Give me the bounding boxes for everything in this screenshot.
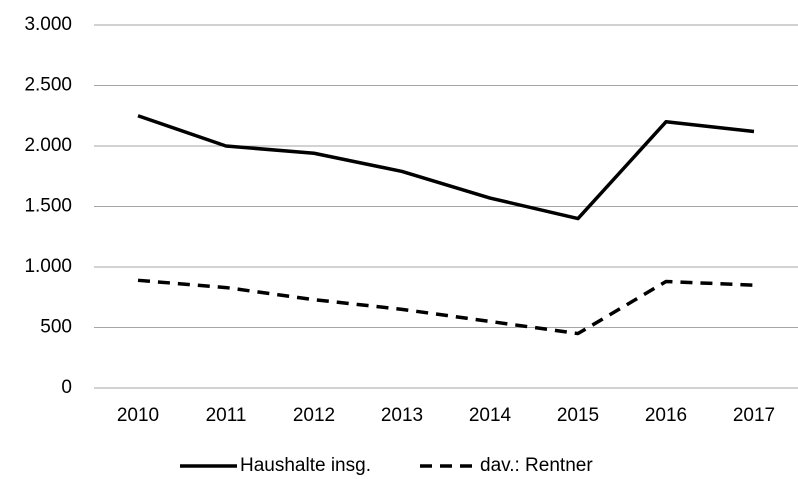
x-tick-label: 2017 bbox=[733, 405, 775, 426]
x-tick-label: 2010 bbox=[117, 405, 159, 426]
y-tick-label: 500 bbox=[40, 317, 72, 338]
x-tick-label: 2012 bbox=[293, 405, 335, 426]
y-tick-label: 1.000 bbox=[24, 256, 72, 277]
x-tick-label: 2013 bbox=[381, 405, 423, 426]
y-tick-label: 3.000 bbox=[24, 14, 72, 35]
y-tick-label: 2.000 bbox=[24, 135, 72, 156]
y-tick-label: 1.500 bbox=[24, 196, 72, 217]
y-tick-label: 0 bbox=[61, 377, 72, 398]
x-tick-label: 2014 bbox=[469, 405, 512, 426]
legend-label: Haushalte insg. bbox=[240, 455, 371, 476]
legend-label: dav.: Rentner bbox=[480, 455, 593, 476]
data-line bbox=[137, 114, 755, 221]
x-tick-label: 2015 bbox=[557, 405, 599, 426]
x-tick-label: 2016 bbox=[645, 405, 687, 426]
data-line bbox=[137, 278, 755, 336]
y-tick-label: 2.500 bbox=[24, 75, 72, 96]
x-tick-label: 2011 bbox=[206, 405, 247, 426]
